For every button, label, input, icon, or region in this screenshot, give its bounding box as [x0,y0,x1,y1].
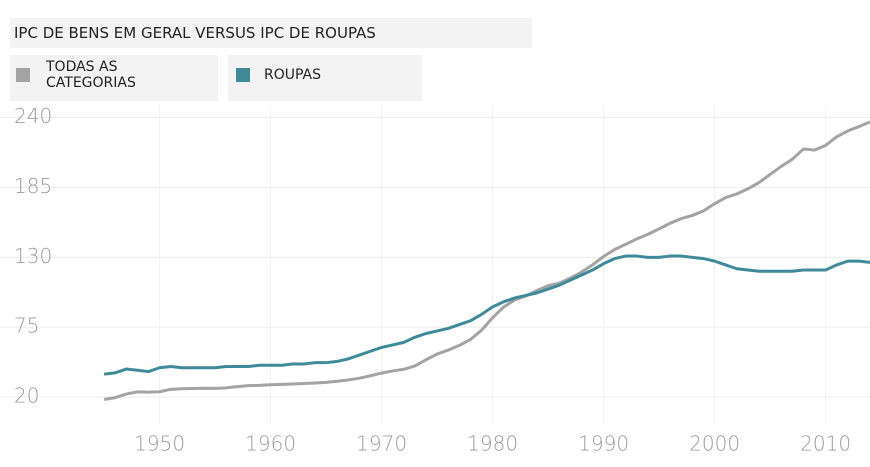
x-tick-label: 1960 [245,432,296,456]
y-tick-label: 130 [14,244,52,268]
series-line [103,120,870,401]
legend-item: ROUPAS [228,55,422,101]
legend-item: TODAS AS CATEGORIAS [10,55,218,101]
y-tick-label: 75 [14,314,39,338]
legend-label: TODAS AS CATEGORIAS [46,59,136,91]
x-tick-label: 1980 [467,432,518,456]
legend-swatch [16,68,30,82]
y-tick-label: 185 [14,174,52,198]
x-tick-label: 2000 [689,432,740,456]
x-tick-label: 2010 [800,432,851,456]
y-tick-label: 20 [14,383,39,407]
legend-label: ROUPAS [264,67,322,83]
series-line [103,254,870,376]
legend-swatch [236,68,250,82]
x-tick-label: 1970 [356,432,407,456]
y-tick-label: 240 [14,104,52,128]
chart-title: IPC DE BENS EM GERAL VERSUS IPC DE ROUPA… [10,18,532,48]
x-tick-label: 1990 [578,432,629,456]
x-tick-label: 1950 [134,432,185,456]
